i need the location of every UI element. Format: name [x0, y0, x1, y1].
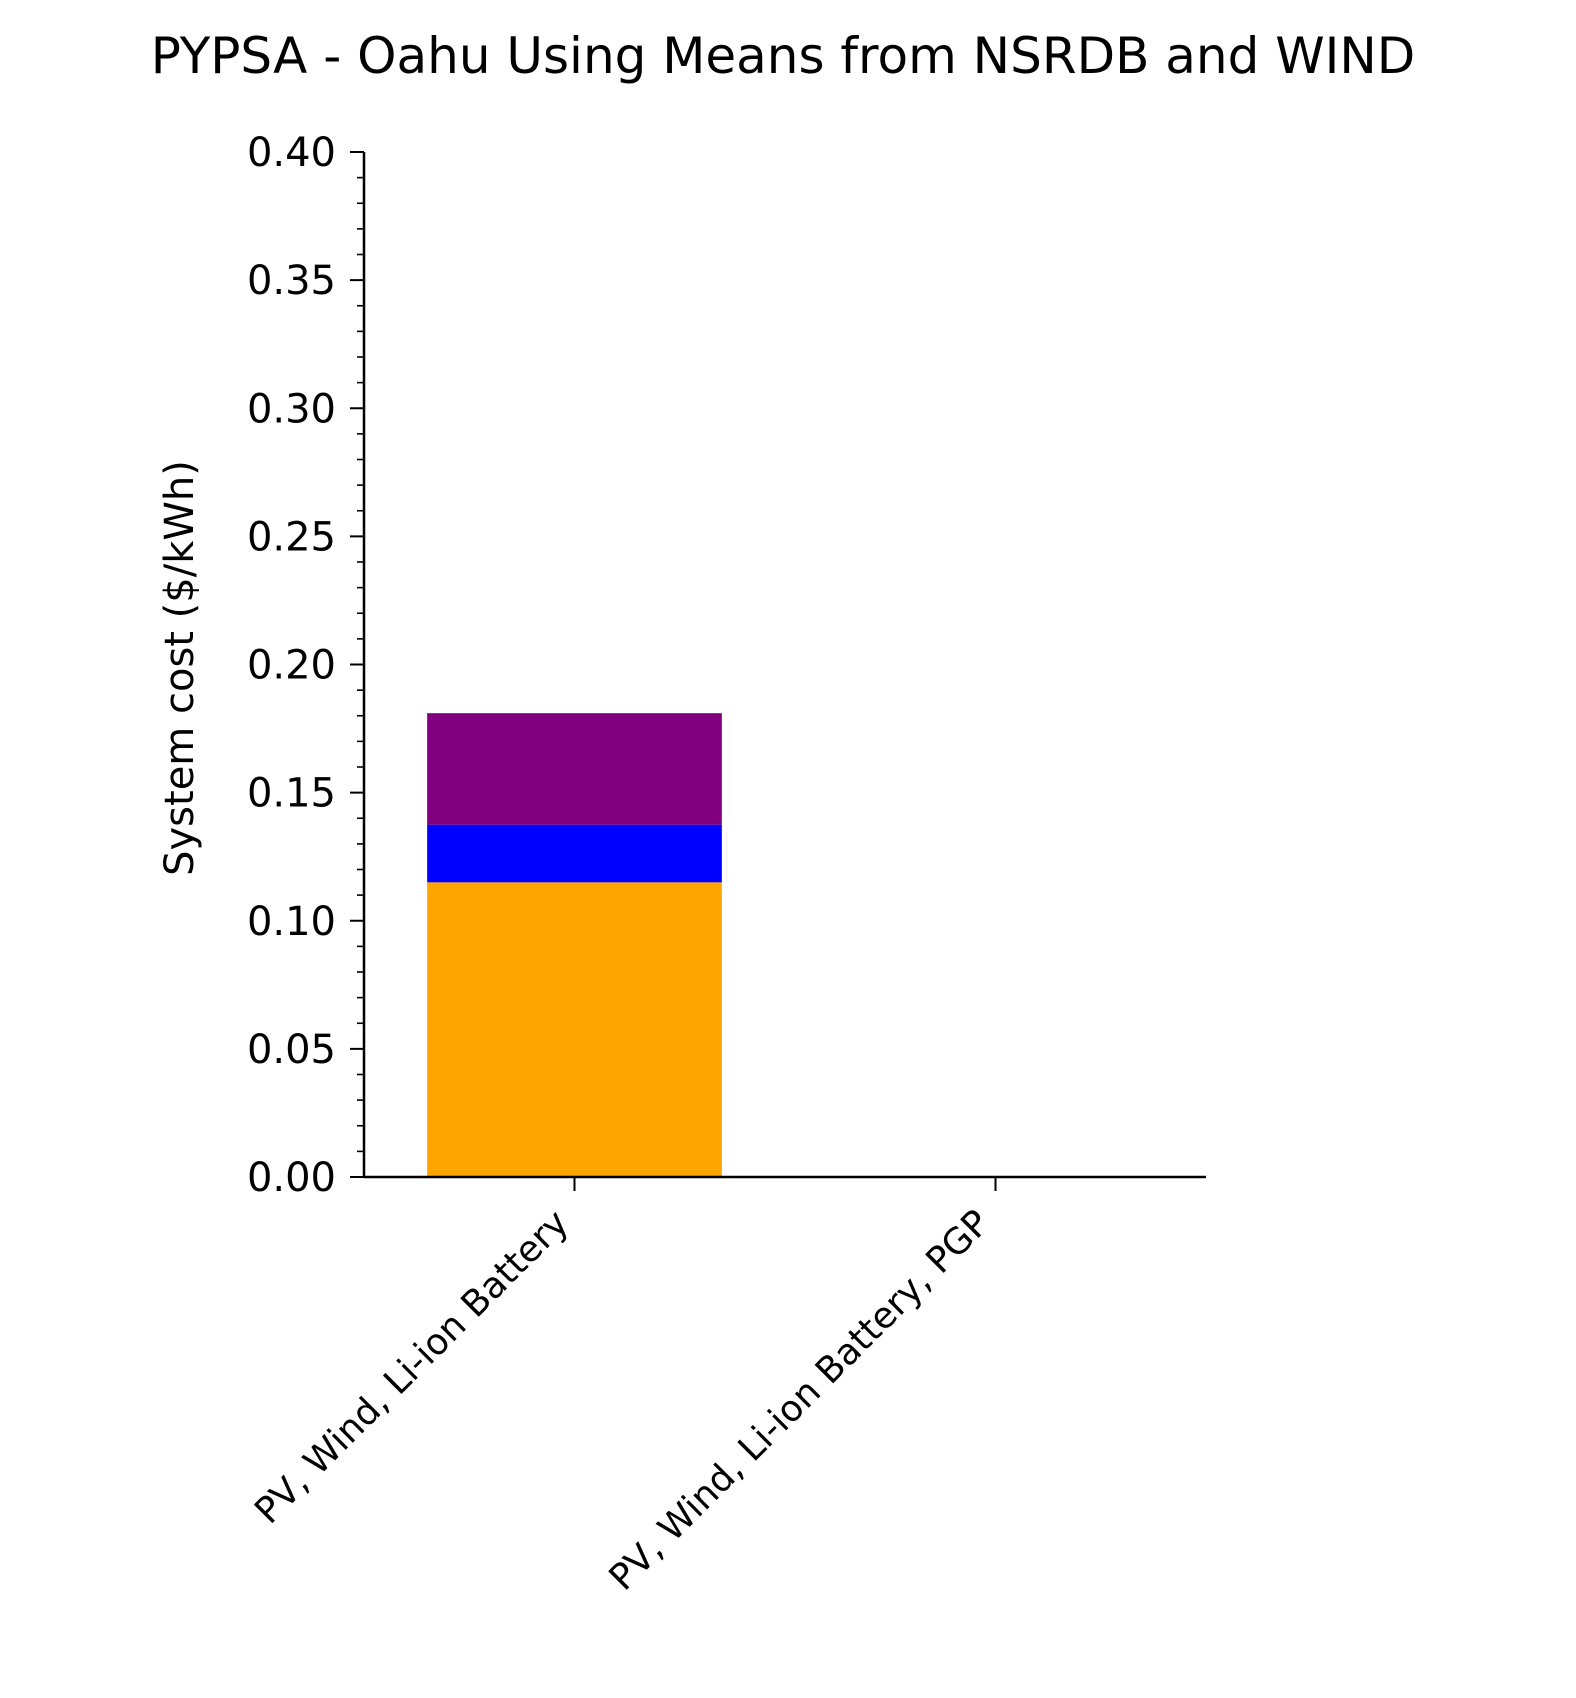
bar-segment-pv-0	[427, 882, 722, 1177]
bar-segment-li-ion-battery-0	[427, 713, 722, 825]
y-tick-label: 0.25	[247, 514, 336, 560]
y-ticks-group: 0.00 0.05 0.10 0.15 0.20 0.25 0.30 0.35 0.40	[247, 130, 364, 1201]
y-tick-label: 0.40	[247, 130, 336, 176]
x-tick-label: PV, Wind, Li-ion Battery	[247, 1202, 577, 1532]
y-tick-label: 0.10	[247, 899, 336, 945]
x-ticks-group: PV, Wind, Li-ion Battery PV, Wind, Li-ion…	[247, 1177, 998, 1599]
y-tick-label: 0.20	[247, 643, 336, 689]
y-tick-label: 0.05	[247, 1027, 336, 1073]
y-tick-label: 0.15	[247, 771, 336, 817]
x-tick-label: PV, Wind, Li-ion Battery, PGP	[602, 1202, 998, 1598]
y-tick-label: 0.35	[247, 258, 336, 304]
bars-group	[427, 713, 722, 1177]
y-axis-label: System cost ($/kWh)	[157, 460, 203, 876]
y-tick-label: 0.00	[247, 1155, 336, 1201]
bar-segment-wind-0	[427, 824, 722, 883]
chart-title: PYPSA - Oahu Using Means from NSRDB and …	[151, 27, 1416, 85]
y-tick-label: 0.30	[247, 386, 336, 432]
